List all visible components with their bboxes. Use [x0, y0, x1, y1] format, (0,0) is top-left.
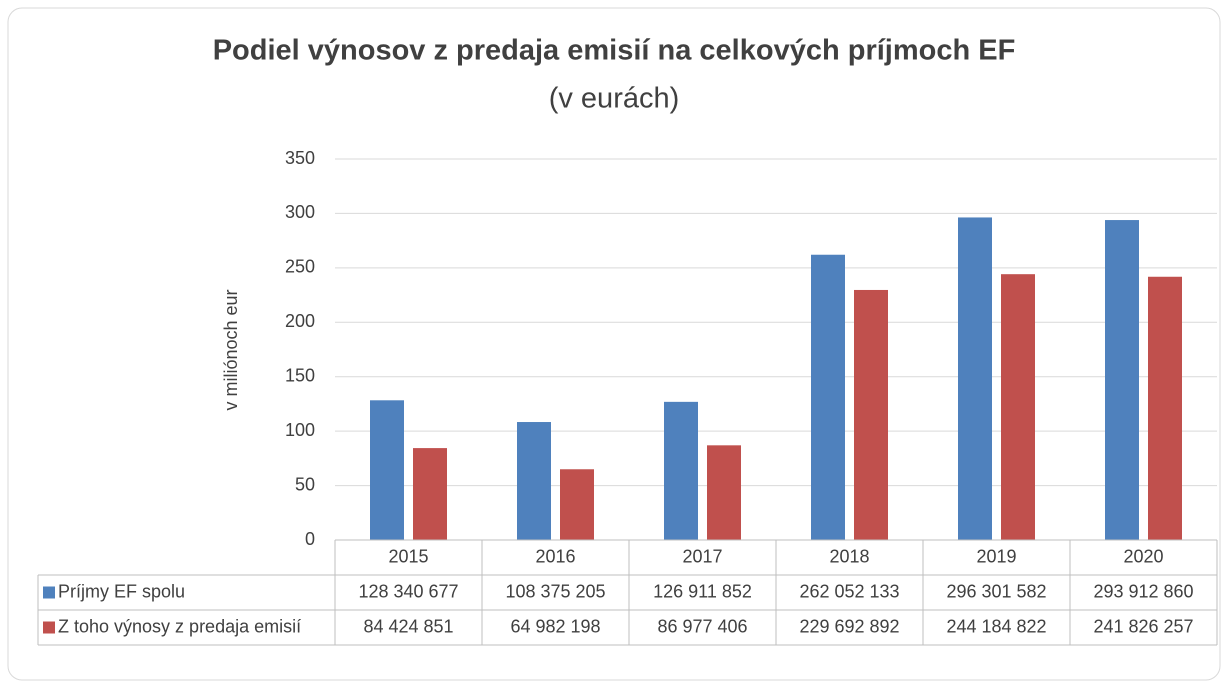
y-axis-label: v miliónoch eur — [221, 289, 241, 410]
table-cell: 296 301 582 — [946, 581, 1046, 601]
table-cell: 86 977 406 — [657, 616, 747, 636]
bar — [1148, 276, 1182, 540]
bar — [854, 289, 888, 540]
table-cell: 128 340 677 — [358, 581, 458, 601]
x-tick-label: 2017 — [682, 546, 722, 566]
bar — [1105, 220, 1139, 540]
x-tick-label: 2018 — [829, 546, 869, 566]
table-cell: 64 982 198 — [510, 616, 600, 636]
bar — [958, 217, 992, 540]
bar — [413, 448, 447, 540]
bar — [664, 401, 698, 540]
x-tick-label: 2019 — [976, 546, 1016, 566]
legend-swatch — [43, 621, 55, 634]
x-tick-label: 2020 — [1123, 546, 1163, 566]
chart-frame — [7, 7, 1221, 681]
table-cell: 229 692 892 — [799, 616, 899, 636]
bar — [811, 254, 845, 540]
y-tick-label: 200 — [285, 311, 315, 331]
y-tick-label: 0 — [305, 529, 315, 549]
y-tick-label: 100 — [285, 420, 315, 440]
y-tick-label: 300 — [285, 202, 315, 222]
bar — [707, 445, 741, 540]
chart-title: Podiel výnosov z predaja emisií na celko… — [213, 35, 1016, 67]
chart-subtitle: (v eurách) — [549, 83, 680, 115]
y-tick-label: 50 — [295, 474, 315, 494]
table-cell: 241 826 257 — [1093, 616, 1193, 636]
table-cell: 244 184 822 — [946, 616, 1046, 636]
y-tick-label: 250 — [285, 257, 315, 277]
bar — [517, 422, 551, 540]
legend-swatch — [43, 586, 55, 599]
table-cell: 84 424 851 — [363, 616, 453, 636]
bar — [560, 469, 594, 540]
x-tick-label: 2015 — [388, 546, 428, 566]
y-tick-label: 150 — [285, 365, 315, 385]
table-cell: 108 375 205 — [505, 581, 605, 601]
table-cell: 293 912 860 — [1093, 581, 1193, 601]
legend-label: Z toho výnosy z predaja emisií — [58, 616, 301, 636]
y-tick-label: 350 — [285, 148, 315, 168]
x-tick-label: 2016 — [535, 546, 575, 566]
legend-label: Príjmy EF spolu — [58, 581, 185, 601]
bar — [1001, 274, 1035, 540]
table-cell: 126 911 852 — [653, 581, 752, 601]
table-cell: 262 052 133 — [799, 581, 899, 601]
bar — [370, 400, 404, 540]
